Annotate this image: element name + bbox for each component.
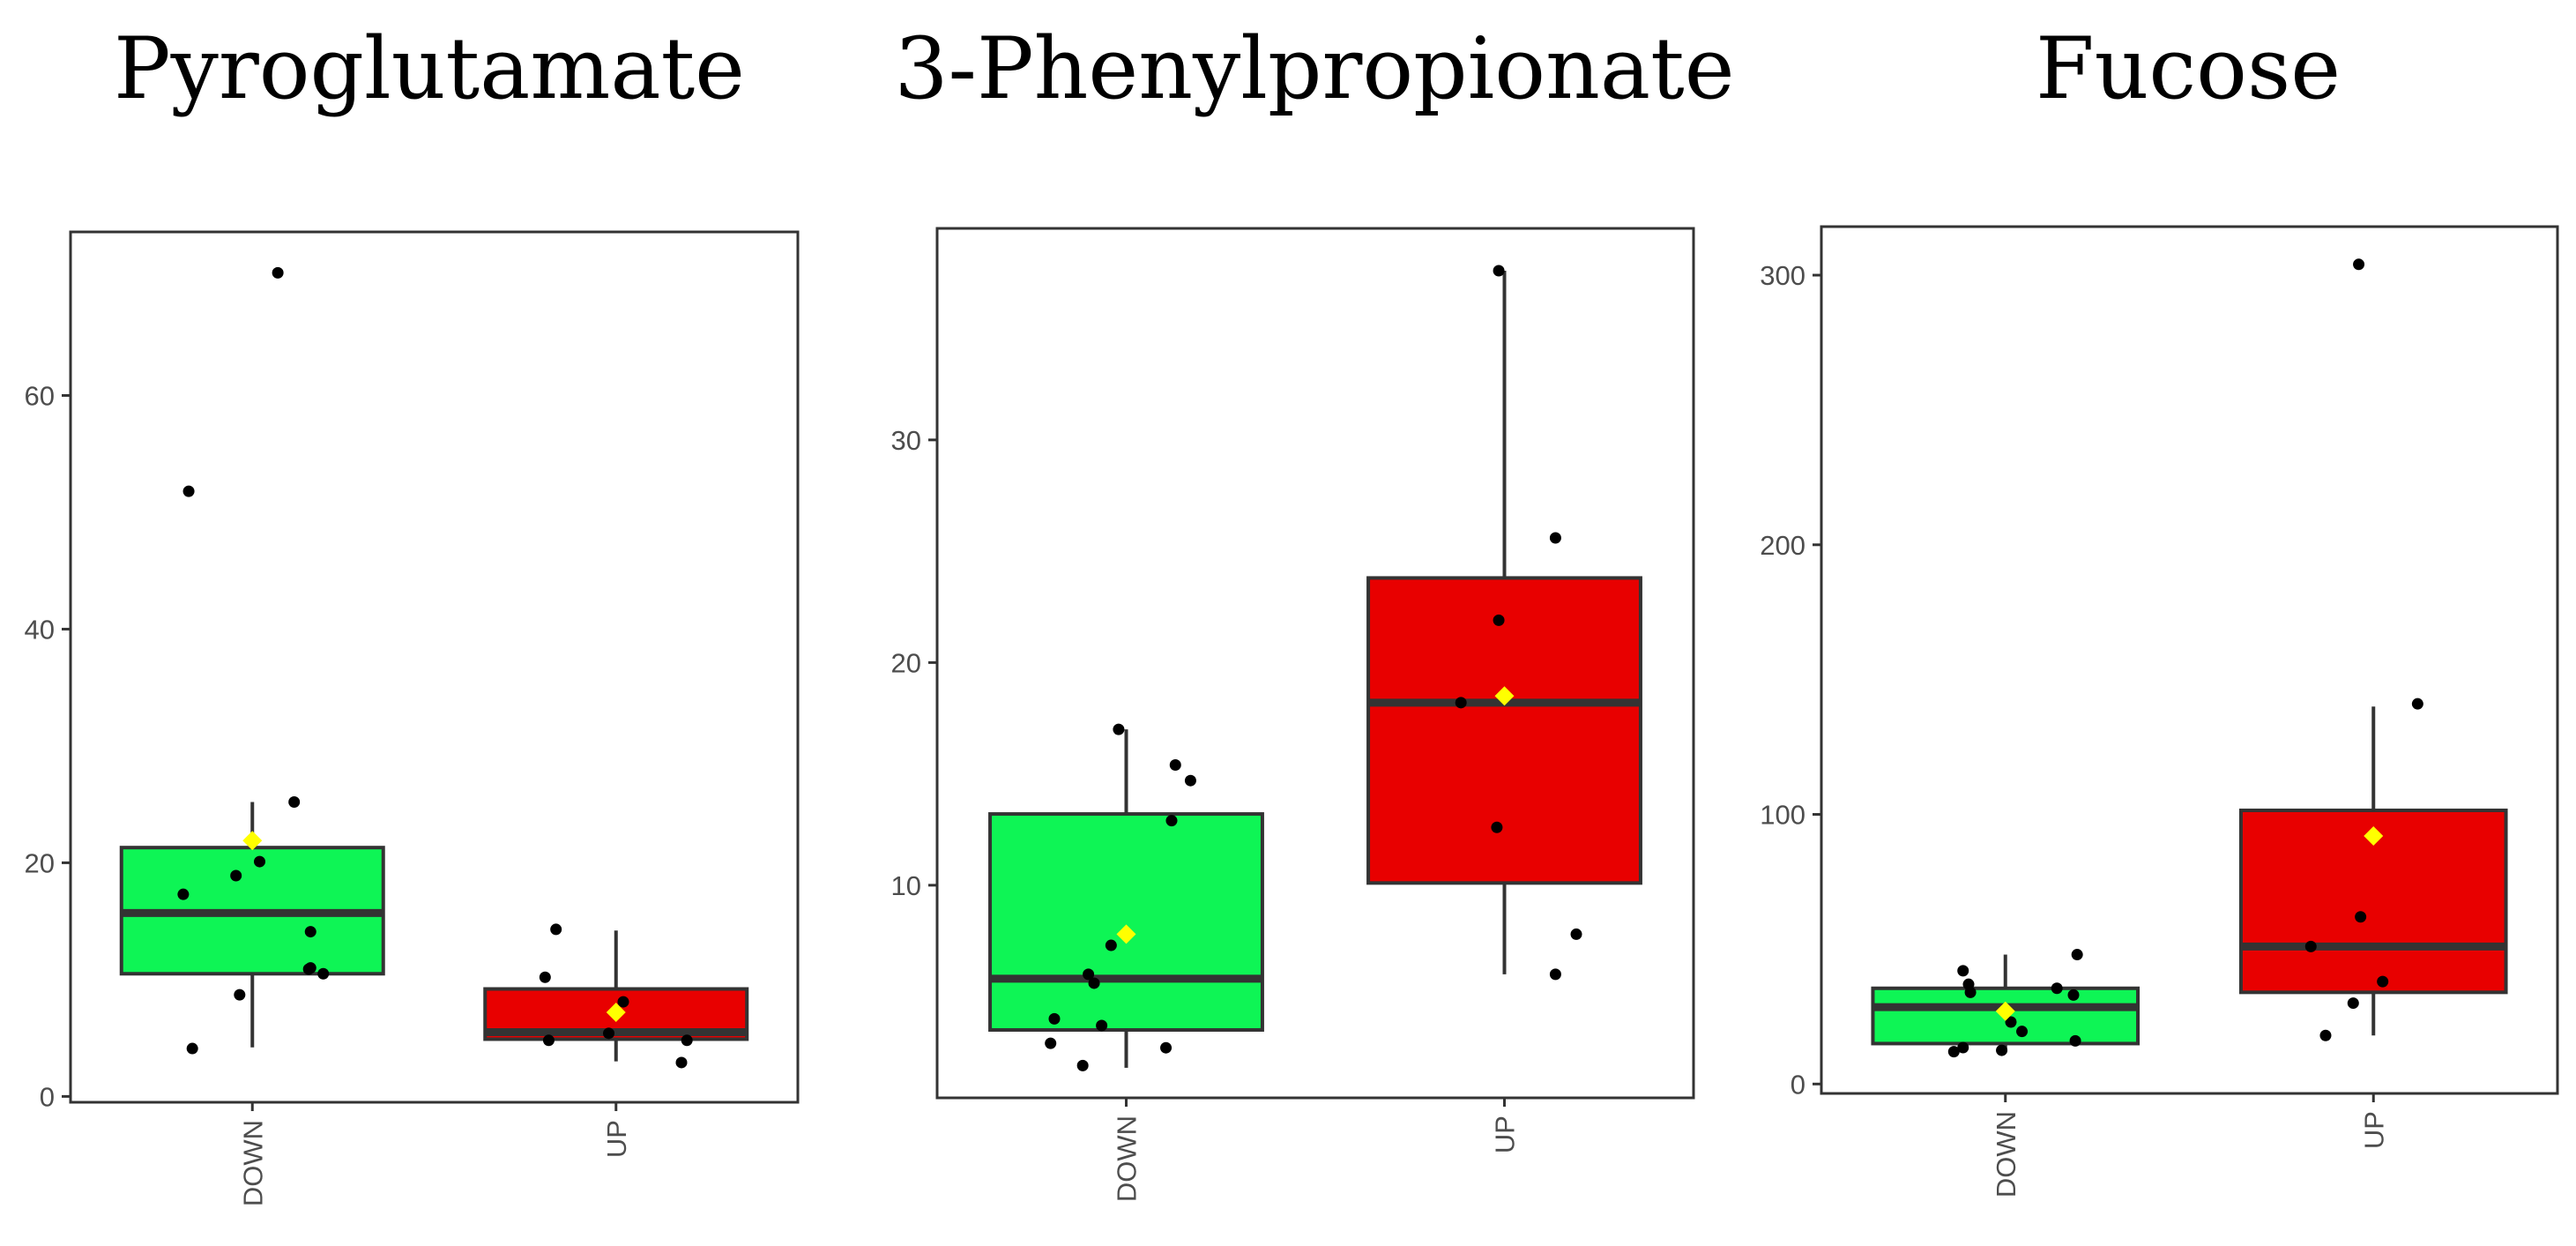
data-point — [1493, 614, 1505, 626]
y-tick-label: 0 — [1791, 1069, 1805, 1100]
data-point — [1996, 1044, 2008, 1056]
box-up — [483, 923, 749, 1069]
x-tick-label: DOWN — [1112, 1115, 1143, 1202]
data-point — [186, 1042, 198, 1055]
data-point — [182, 485, 195, 497]
box-up — [2238, 258, 2508, 1041]
panel-plot: 10 20 30 DOWN UP — [891, 227, 1695, 1202]
data-point — [254, 855, 265, 868]
data-point — [1184, 774, 1196, 787]
data-point — [1491, 821, 1503, 833]
box-down — [1871, 949, 2140, 1058]
data-point — [1455, 697, 1467, 709]
data-point — [1493, 265, 1505, 277]
data-point — [2016, 1026, 2029, 1038]
data-point — [2304, 940, 2317, 952]
panel-title: 3-Phenylpropionate — [894, 19, 1734, 118]
y-tick-label: 60 — [25, 380, 55, 411]
data-point — [675, 1056, 688, 1069]
data-point — [288, 796, 301, 809]
data-point — [1549, 968, 1561, 981]
data-point — [1105, 939, 1117, 951]
data-point — [2353, 258, 2365, 271]
data-point — [550, 923, 562, 936]
data-point — [1048, 1012, 1061, 1025]
panel-title: Pyroglutamate — [114, 19, 745, 118]
box-down — [119, 266, 385, 1055]
y-tick-label: 0 — [40, 1081, 55, 1112]
data-point — [2347, 997, 2359, 1010]
panel-3-phenylpropionate: 3-Phenylpropionate 10 20 30 DOWN UP — [891, 19, 1735, 1202]
y-tick-label: 200 — [1760, 530, 1805, 561]
panel-fucose: Fucose 0 100 200 300 DOWN UP — [1760, 19, 2559, 1198]
y-tick-label: 100 — [1760, 800, 1805, 831]
data-point — [230, 869, 242, 882]
x-tick-label: DOWN — [1991, 1111, 2021, 1198]
data-point — [272, 266, 284, 279]
panel-title: Fucose — [2036, 19, 2341, 118]
mean-marker — [242, 831, 263, 851]
panel-plot: 0 20 40 60 DOWN UP — [25, 230, 800, 1206]
data-point — [542, 1034, 555, 1047]
data-point — [2319, 1029, 2332, 1041]
data-point — [603, 1027, 614, 1040]
data-point — [2067, 989, 2080, 1001]
box-body — [988, 812, 1264, 1032]
data-point — [2005, 1016, 2017, 1028]
data-point — [2355, 911, 2367, 923]
data-point — [1947, 1046, 1960, 1058]
mean-marker — [1116, 924, 1136, 944]
data-point — [1964, 986, 1977, 998]
data-point — [2411, 698, 2423, 710]
data-point — [1957, 1041, 1969, 1054]
y-tick-label: 300 — [1760, 260, 1805, 291]
data-point — [681, 1034, 693, 1047]
data-point — [1096, 1019, 1108, 1032]
data-point — [2377, 975, 2389, 988]
data-point — [2071, 949, 2083, 961]
data-point — [234, 989, 246, 1001]
data-point — [2069, 1034, 2081, 1047]
x-tick-label: UP — [1490, 1115, 1521, 1153]
data-point — [1160, 1041, 1173, 1054]
data-point — [2051, 982, 2063, 995]
data-point — [1570, 928, 1582, 940]
data-point — [1088, 977, 1100, 989]
y-tick-label: 30 — [891, 425, 921, 456]
x-tick-label: UP — [2358, 1111, 2389, 1149]
y-tick-label: 20 — [891, 647, 921, 678]
data-point — [1045, 1037, 1057, 1049]
data-point — [304, 962, 316, 974]
mean-marker — [1494, 686, 1515, 706]
y-tick-label: 20 — [25, 847, 55, 878]
x-tick-label: UP — [601, 1120, 632, 1158]
data-point — [1113, 723, 1125, 735]
data-point — [1165, 815, 1178, 827]
mean-marker — [606, 1002, 626, 1022]
mean-marker — [2364, 826, 2384, 847]
data-point — [617, 996, 629, 1008]
data-point — [177, 888, 190, 900]
box-down — [988, 723, 1264, 1071]
data-point — [304, 926, 316, 938]
mean-marker — [1995, 1001, 2015, 1021]
y-tick-label: 10 — [891, 870, 921, 901]
box-up — [1366, 265, 1642, 981]
data-point — [1076, 1059, 1089, 1071]
y-tick-label: 40 — [25, 614, 55, 645]
box-body — [1366, 576, 1642, 885]
data-point — [1083, 968, 1095, 981]
panel-pyroglutamate: Pyroglutamate 0 20 40 60 DOWN UP — [25, 19, 800, 1206]
data-point — [1957, 965, 1969, 977]
data-point — [1549, 532, 1561, 544]
x-tick-label: DOWN — [237, 1120, 268, 1206]
data-point — [1169, 759, 1181, 772]
data-point — [317, 967, 330, 980]
panel-plot: 0 100 200 300 DOWN UP — [1760, 225, 2559, 1198]
data-point — [539, 971, 551, 983]
